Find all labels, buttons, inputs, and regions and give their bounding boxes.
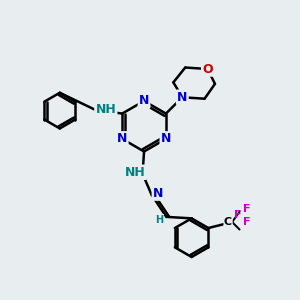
Text: C: C bbox=[224, 217, 232, 227]
Text: F: F bbox=[242, 218, 250, 227]
Text: N: N bbox=[139, 94, 149, 107]
Text: F: F bbox=[242, 204, 250, 214]
Text: NH: NH bbox=[125, 166, 146, 179]
Text: N: N bbox=[177, 91, 188, 104]
Text: N: N bbox=[117, 132, 128, 146]
Text: O: O bbox=[202, 62, 213, 76]
Text: NH: NH bbox=[95, 103, 116, 116]
Text: F: F bbox=[234, 210, 241, 220]
Text: H: H bbox=[155, 215, 163, 225]
Text: N: N bbox=[161, 132, 171, 146]
Text: N: N bbox=[153, 187, 163, 200]
